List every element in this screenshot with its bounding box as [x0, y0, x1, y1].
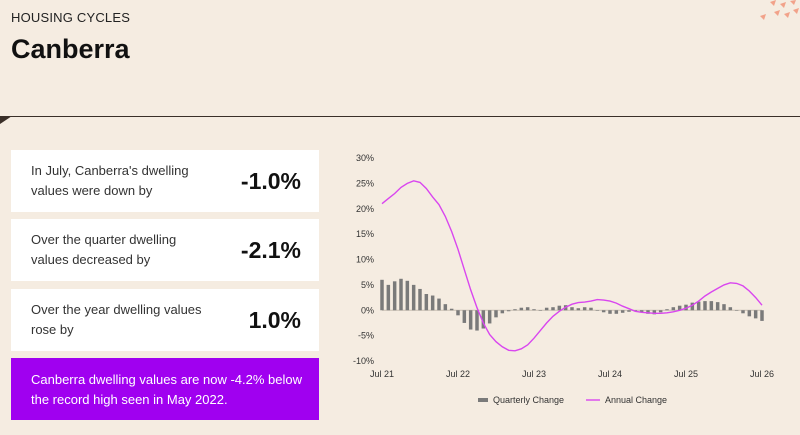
y-tick-label: -10%	[353, 356, 374, 366]
quarterly-change-bar	[747, 310, 752, 317]
y-tick-label: -5%	[358, 331, 374, 341]
y-tick-label: 20%	[356, 204, 374, 214]
quarterly-change-bar	[614, 310, 619, 314]
page-title: Canberra	[11, 34, 130, 64]
quarterly-change-bar	[525, 307, 530, 311]
x-tick-label: Jul 21	[370, 369, 394, 379]
quarterly-change-bar	[437, 298, 441, 311]
quarterly-change-bar	[734, 310, 739, 311]
stat-card-monthly: In July, Canberra's dwelling values were…	[11, 150, 319, 212]
quarterly-change-bar	[557, 305, 562, 311]
quarterly-change-bar	[696, 301, 701, 311]
quarterly-change-bar	[709, 301, 714, 311]
quarterly-change-bar	[741, 310, 745, 314]
quarterly-change-bar	[551, 307, 555, 311]
legend-quarterly-label: Quarterly Change	[493, 395, 564, 405]
x-tick-label: Jul 23	[522, 369, 546, 379]
quarterly-change-bar	[722, 304, 726, 311]
header-divider	[0, 116, 800, 117]
quarterly-change-bar	[677, 305, 682, 311]
quarterly-change-bar	[519, 307, 524, 311]
y-tick-label: 15%	[356, 229, 374, 239]
quarterly-change-bar	[544, 307, 549, 311]
quarterly-change-bar	[652, 310, 657, 315]
divider-corner-accent	[0, 116, 12, 124]
quarterly-change-bar	[443, 304, 448, 311]
y-tick-label: 25%	[356, 178, 374, 188]
stat-monthly-value: -1.0%	[240, 167, 301, 194]
annual-change-line	[381, 180, 763, 352]
record-high-callout: Canberra dwelling values are now -4.2% b…	[11, 358, 319, 420]
quarterly-change-bar	[671, 307, 676, 311]
quarterly-change-bar	[532, 309, 536, 311]
y-tick-label: 10%	[356, 255, 374, 265]
quarterly-change-bar	[589, 307, 593, 311]
legend-annual-label: Annual Change	[605, 395, 667, 405]
quarterly-change-bar	[424, 294, 429, 311]
quarterly-change-bar	[627, 310, 631, 312]
x-tick-label: Jul 26	[750, 369, 774, 379]
quarterly-change-bar	[595, 310, 600, 311]
x-tick-label: Jul 24	[598, 369, 622, 379]
stat-card-annual: Over the year dwelling values rose by 1.…	[11, 289, 319, 351]
quarterly-change-bar	[500, 310, 505, 314]
quarterly-change-bar	[703, 301, 707, 311]
quarterly-change-bar	[411, 284, 416, 311]
quarterly-change-bar	[418, 288, 422, 311]
quarterly-change-bar	[468, 310, 473, 330]
quarterly-change-bar	[753, 310, 758, 319]
quarterly-change-bar	[690, 302, 695, 311]
stat-annual-description: Over the year dwelling values rose by	[31, 302, 202, 337]
x-tick-label: Jul 25	[674, 369, 698, 379]
x-tick-label: Jul 22	[446, 369, 470, 379]
quarterly-change-bar	[646, 310, 650, 314]
quarterly-change-bar	[380, 279, 384, 311]
quarterly-change-bar	[462, 310, 467, 323]
quarterly-change-bar	[399, 278, 403, 311]
quarterly-change-bar	[513, 309, 517, 311]
quarterly-change-bar	[639, 310, 644, 313]
quarterly-change-bar	[601, 310, 606, 313]
quarterly-change-bar	[449, 308, 454, 311]
quarterly-change-bar	[494, 310, 498, 318]
quarterly-change-bar	[728, 307, 733, 311]
quarterly-change-bar	[715, 302, 720, 311]
housing-cycles-label: HOUSING CYCLES	[11, 10, 131, 25]
y-tick-label: 5%	[361, 280, 374, 290]
quarterly-change-bar	[481, 310, 486, 329]
quarterly-change-bar	[570, 307, 574, 311]
quarterly-change-bar	[506, 310, 511, 312]
quarterly-change-bar	[392, 281, 397, 311]
stat-annual-value: 1.0%	[248, 306, 301, 333]
quarterly-change-bar	[386, 284, 391, 311]
quarterly-change-bar	[576, 308, 581, 311]
stat-card-quarterly: Over the quarter dwelling values decreas…	[11, 219, 319, 281]
stat-quarterly-description: Over the quarter dwelling values decreas…	[31, 232, 177, 267]
quarterly-change-bar	[487, 310, 492, 324]
stat-quarterly-value: -2.1%	[240, 236, 301, 263]
quarterly-change-bar	[608, 310, 612, 314]
y-tick-label: 30%	[356, 153, 374, 163]
stat-monthly-description: In July, Canberra's dwelling values were…	[31, 163, 189, 198]
quarterly-change-bar	[405, 280, 410, 311]
quarterly-change-bar	[538, 310, 543, 311]
quarterly-change-bar	[430, 295, 435, 311]
quarterly-change-bar	[658, 310, 663, 313]
quarterly-change-bar	[475, 310, 479, 331]
quarterly-change-bar	[620, 310, 625, 313]
decorative-arrows-icon	[760, 0, 799, 20]
housing-cycle-chart: 30% 25% 20% 15% 10% 5% 0% -5% -10% Jul 21 Jul 22 Ju…	[353, 153, 774, 405]
quarterly-change-bar	[760, 310, 764, 321]
quarterly-change-bar	[582, 307, 587, 311]
y-tick-label: 0%	[361, 305, 374, 315]
quarterly-change-bar	[456, 310, 460, 316]
quarterly-change-bar	[665, 309, 669, 311]
legend-quarterly-swatch	[478, 398, 488, 402]
